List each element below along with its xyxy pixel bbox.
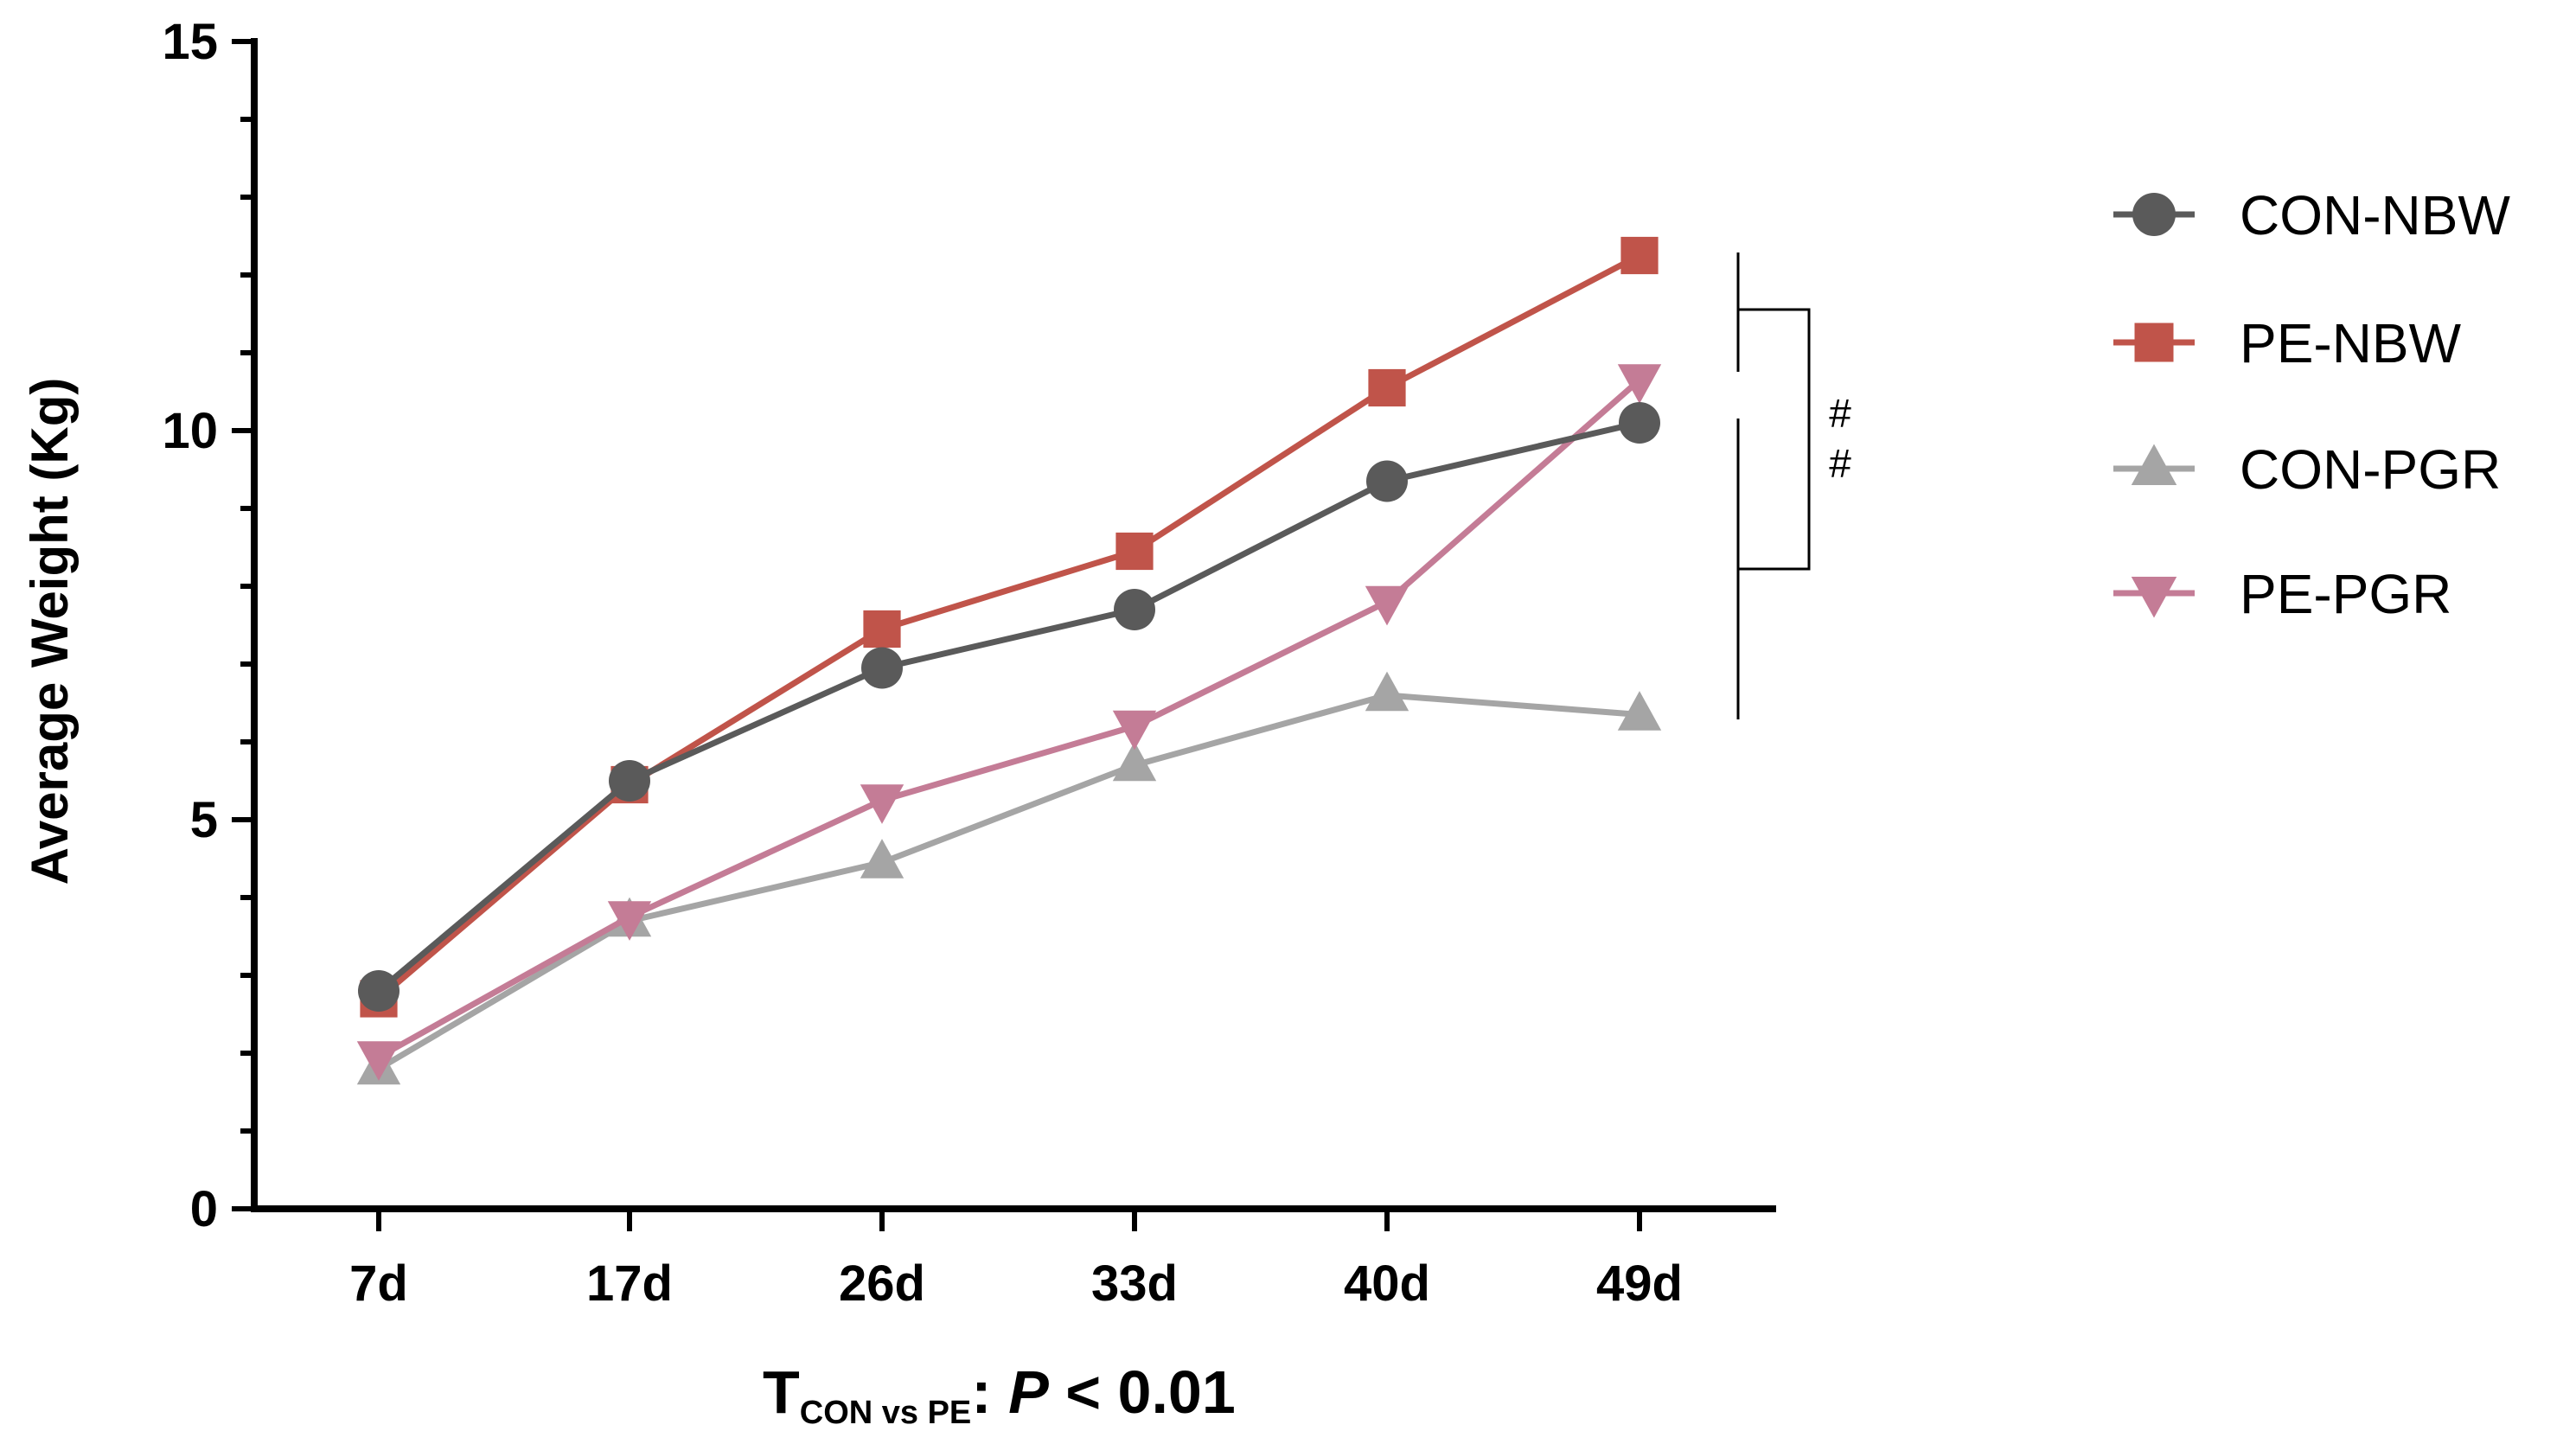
y-tick-label: 5 xyxy=(190,792,218,848)
footnote-separator: : xyxy=(971,1358,1008,1426)
data-point xyxy=(863,610,901,649)
data-point xyxy=(861,647,903,689)
legend-marker xyxy=(2131,577,2177,618)
bracket-connector xyxy=(1738,308,1811,571)
data-point xyxy=(1366,460,1408,502)
footnote-subscript: CON vs PE xyxy=(800,1395,972,1431)
y-axis-title: Average Weight (Kg) xyxy=(21,378,79,885)
data-point xyxy=(607,901,652,941)
y-ticks: 0 5 10 15 xyxy=(162,14,254,1237)
x-tick-label: 49d xyxy=(1596,1256,1683,1312)
data-point xyxy=(358,970,400,1012)
data-point xyxy=(1620,236,1659,275)
series-con-nbw xyxy=(358,402,1660,1012)
legend-item-pe-nbw: PE-NBW xyxy=(2113,312,2462,374)
y-tick-label: 10 xyxy=(162,403,218,459)
x-tick-label: 7d xyxy=(349,1256,408,1312)
data-point xyxy=(1619,402,1660,444)
footnote-p-label: P xyxy=(1008,1358,1049,1426)
legend-item-con-nbw: CON-NBW xyxy=(2113,184,2510,246)
legend-marker xyxy=(2134,323,2174,362)
significance-mark-2: # xyxy=(1829,441,1851,486)
y-tick-label: 0 xyxy=(190,1181,218,1237)
data-point xyxy=(1115,532,1154,571)
legend-marker xyxy=(2132,193,2176,236)
significance-brackets: # # xyxy=(1736,252,1851,719)
data-point xyxy=(1365,671,1409,712)
series-layer xyxy=(356,236,1662,1085)
data-point xyxy=(860,784,904,824)
x-tick-label: 26d xyxy=(839,1256,925,1312)
series-line xyxy=(377,692,1640,1072)
series-con-pgr xyxy=(356,671,1662,1085)
legend-marker xyxy=(2131,444,2177,485)
x-ticks: 7d 17d 26d 33d 40d 49d xyxy=(349,1209,1683,1312)
legend-label: CON-NBW xyxy=(2240,184,2510,246)
data-point xyxy=(1617,364,1662,404)
data-point xyxy=(860,839,904,879)
significance-mark-1: # xyxy=(1829,391,1851,436)
legend: CON-NBW PE-NBW CON-PGR PE-PGR xyxy=(2113,184,2510,625)
series-line xyxy=(377,377,1642,1060)
series-pe-pgr xyxy=(356,364,1662,1081)
data-point xyxy=(1114,589,1155,630)
series-pe-nbw xyxy=(360,236,1659,1018)
footnote-main: T xyxy=(763,1358,800,1426)
data-point xyxy=(1368,368,1406,407)
data-point xyxy=(1617,691,1662,731)
legend-label: CON-PGR xyxy=(2240,438,2501,501)
data-point xyxy=(356,1041,401,1081)
y-tick-label: 15 xyxy=(162,14,218,70)
x-axis: 7d 17d 26d 33d 40d 49d xyxy=(251,1205,1776,1312)
legend-label: PE-PGR xyxy=(2240,563,2451,625)
x-tick-label: 17d xyxy=(586,1256,673,1312)
series-line xyxy=(376,419,1640,994)
series-line xyxy=(376,252,1641,1001)
x-tick-label: 40d xyxy=(1344,1256,1430,1312)
x-tick-label: 33d xyxy=(1091,1256,1178,1312)
data-point xyxy=(609,760,650,802)
legend-item-pe-pgr: PE-PGR xyxy=(2113,563,2451,625)
data-point xyxy=(1365,585,1409,626)
data-point xyxy=(1112,741,1157,782)
legend-item-con-pgr: CON-PGR xyxy=(2113,438,2501,501)
data-point xyxy=(1112,710,1157,751)
footnote-p-value: < 0.01 xyxy=(1049,1358,1236,1426)
legend-label: PE-NBW xyxy=(2240,312,2462,374)
footnote: TCON vs PE: P < 0.01 xyxy=(763,1358,1236,1431)
y-axis: 0 5 10 15 xyxy=(162,14,258,1237)
